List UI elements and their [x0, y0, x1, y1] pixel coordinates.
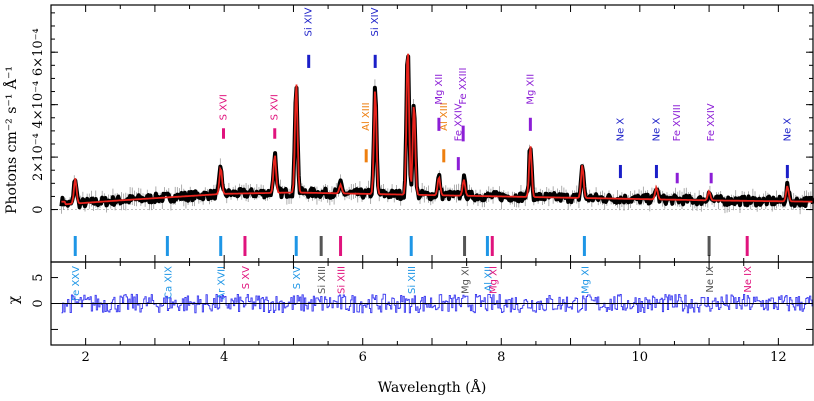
line-label: Ar XVII	[217, 266, 228, 300]
line-label: Ne IX	[743, 266, 754, 293]
line-label: S XVI	[270, 94, 281, 120]
residual-y-axis-title: χ	[6, 295, 22, 304]
y-tick-label: 0	[31, 205, 46, 213]
line-label: Mg XII	[434, 74, 445, 105]
x-tick-label: 6	[359, 350, 367, 365]
line-label: Si XIV	[304, 7, 315, 36]
line-label: Si XIII	[407, 266, 418, 294]
residual-series	[61, 293, 814, 314]
line-label: Si XIII	[337, 266, 348, 294]
line-label: Ca XIX	[163, 266, 174, 299]
line-label: Mg XI	[461, 266, 472, 294]
line-label: Fe XXIII	[458, 68, 469, 105]
y-tick-label: 0	[31, 299, 46, 307]
line-label: Fe XXIV	[706, 103, 717, 141]
y-tick-label: 6×10⁻⁴	[31, 28, 46, 76]
line-label: Fe XVIII	[672, 104, 683, 141]
line-label: Al XIII	[361, 102, 372, 131]
line-label: Al XIII	[439, 102, 450, 131]
line-label: S XVI	[218, 94, 229, 120]
line-label: Si XIV	[370, 7, 381, 36]
axis-labels: Photons cm⁻² s⁻¹ Å⁻¹ χ Wavelength (Å)	[2, 66, 486, 396]
x-tick-label: 4	[220, 350, 228, 365]
line-label: Ne X	[615, 118, 626, 142]
line-label: Ne X	[782, 118, 793, 142]
y-tick-label: 2×10⁻⁴	[31, 133, 46, 181]
residual-panel: Fe XXV Ca XIX Ar XVII S XV S XV Si XIII Si XII…	[31, 261, 814, 365]
line-label: Ne X	[651, 118, 662, 142]
line-label: Mg XI	[488, 266, 499, 294]
plot-frame	[50, 4, 814, 263]
line-label: Mg XI	[580, 266, 591, 294]
x-tick-label: 10	[632, 350, 649, 365]
x-tick-label: 8	[497, 350, 505, 365]
x-tick-label: 12	[770, 350, 787, 365]
x-axis-title: Wavelength (Å)	[378, 378, 487, 396]
line-label: Si XIII	[317, 266, 328, 294]
y-tick-label: 4×10⁻⁴	[31, 81, 46, 129]
line-label: Fe XXV	[71, 266, 82, 301]
line-label: Fe XXIV	[453, 103, 464, 141]
line-label: S XV	[241, 266, 252, 289]
line-label: S XV	[292, 266, 303, 289]
model-series	[61, 53, 813, 206]
line-label: Mg XII	[525, 74, 536, 105]
line-label: Ne IX	[705, 266, 716, 293]
y-tick-label: 5	[31, 273, 46, 281]
line-label: Al XII	[483, 266, 494, 292]
y-axis-title: Photons cm⁻² s⁻¹ Å⁻¹	[2, 66, 20, 214]
x-tick-label: 2	[81, 350, 89, 365]
